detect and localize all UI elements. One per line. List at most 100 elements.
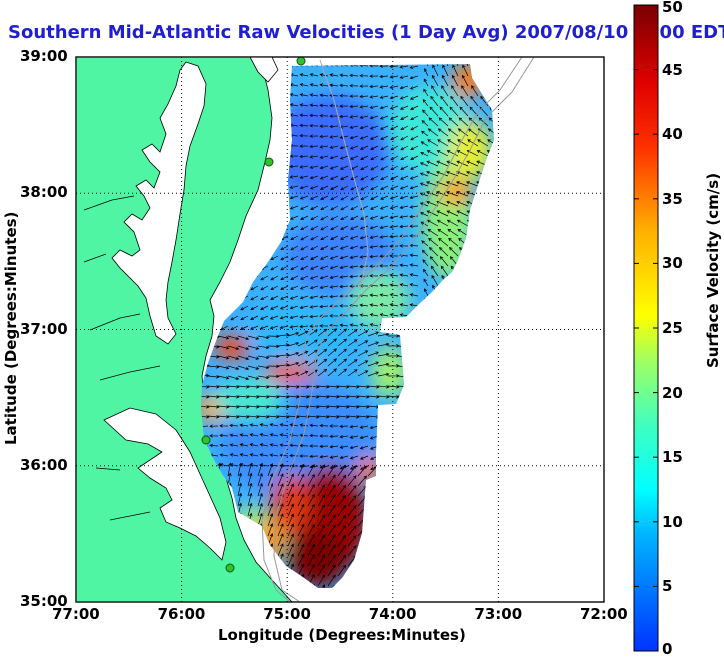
velocity-arrow <box>337 504 347 517</box>
velocity-arrow <box>399 224 409 229</box>
velocity-arrow <box>377 332 390 337</box>
velocity-arrow <box>287 553 294 567</box>
velocity-arrow <box>400 135 409 141</box>
velocity-arrow <box>319 134 329 139</box>
velocity-arrow <box>430 265 439 277</box>
velocity-arrow <box>461 74 469 87</box>
velocity-arrow <box>399 303 409 307</box>
velocity-arrow <box>289 443 299 448</box>
velocity-arrow <box>360 195 369 201</box>
velocity-arrow <box>370 165 379 171</box>
velocity-arrow <box>287 341 300 347</box>
velocity-arrow <box>337 338 348 347</box>
velocity-arrow <box>426 160 439 167</box>
velocity-arrow <box>290 245 299 251</box>
velocity-arrow <box>379 74 389 79</box>
velocity-arrow <box>317 584 326 588</box>
velocity-arrow <box>439 256 449 267</box>
velocity-arrow <box>277 483 284 497</box>
velocity-arrow <box>300 275 309 280</box>
velocity-arrow <box>257 405 270 409</box>
velocity-arrow <box>297 533 305 547</box>
velocity-arrow <box>209 443 219 448</box>
velocity-arrow <box>369 125 379 130</box>
velocity-arrow <box>327 494 336 507</box>
velocity-arrow <box>399 293 409 297</box>
velocity-arrow <box>409 85 419 90</box>
velocity-arrow <box>369 105 379 109</box>
velocity-arrow <box>219 453 229 457</box>
velocity-arrow <box>257 415 270 419</box>
velocity-arrow <box>259 453 269 457</box>
velocity-arrow <box>329 265 339 270</box>
velocity-arrow <box>399 95 409 100</box>
velocity-arrow <box>360 175 369 181</box>
velocity-arrow <box>267 473 274 487</box>
velocity-arrow <box>259 433 269 437</box>
velocity-arrow <box>329 285 339 289</box>
velocity-arrow <box>327 524 336 537</box>
station-marker <box>201 435 211 445</box>
velocity-arrow <box>359 115 369 119</box>
velocity-arrow <box>247 355 260 360</box>
velocity-arrow <box>307 369 318 377</box>
velocity-arrow <box>290 285 299 290</box>
velocity-arrow <box>389 195 399 200</box>
velocity-arrow <box>320 225 329 231</box>
velocity-arrow <box>390 175 399 180</box>
velocity-arrow <box>260 285 269 291</box>
velocity-arrow <box>320 215 329 221</box>
velocity-arrow <box>337 514 347 527</box>
velocity-arrow <box>370 145 379 150</box>
velocity-arrow <box>320 235 329 241</box>
velocity-arrow <box>422 259 429 267</box>
velocity-arrow <box>438 117 449 127</box>
velocity-arrow <box>257 512 263 527</box>
velocity-arrow <box>327 504 336 517</box>
velocity-arrow <box>270 305 279 310</box>
velocity-arrow <box>389 95 399 100</box>
velocity-arrow <box>423 88 429 97</box>
velocity-arrow <box>269 433 279 437</box>
velocity-arrow <box>329 424 338 428</box>
velocity-arrow <box>427 228 439 237</box>
velocity-arrow <box>287 361 300 367</box>
velocity-arrow <box>300 225 309 231</box>
velocity-arrow <box>337 348 348 357</box>
velocity-arrow <box>289 195 299 200</box>
velocity-arrow <box>247 502 253 517</box>
velocity-arrow <box>309 454 319 459</box>
velocity-arrow <box>459 106 469 117</box>
velocity-arrow <box>309 433 319 438</box>
velocity-arrow <box>487 128 494 137</box>
velocity-arrow <box>260 295 269 301</box>
velocity-arrow <box>432 64 439 77</box>
velocity-arrow <box>267 513 274 527</box>
colorbar-tick-label: 50 <box>662 0 683 16</box>
velocity-arrow <box>279 315 289 320</box>
velocity-arrow <box>359 445 369 450</box>
velocity-arrow <box>277 523 284 537</box>
velocity-arrow <box>349 255 359 260</box>
y-tick-label: 36:00 <box>20 455 68 474</box>
colorbar-ticks <box>634 4 658 652</box>
velocity-arrow <box>447 139 459 147</box>
velocity-arrow <box>367 385 380 389</box>
velocity-arrow <box>399 273 409 277</box>
velocity-arrow <box>247 462 253 477</box>
velocity-arrow <box>290 265 299 271</box>
velocity-arrow <box>400 165 409 170</box>
velocity-arrow <box>299 123 309 128</box>
velocity-arrow <box>237 492 243 507</box>
velocity-arrow <box>329 455 339 459</box>
velocity-arrow <box>287 513 294 527</box>
velocity-arrow <box>307 349 318 357</box>
velocity-arrow <box>257 492 263 507</box>
velocity-arrow <box>317 405 330 409</box>
velocity-arrow <box>380 135 389 140</box>
velocity-arrow <box>456 181 469 187</box>
velocity-arrow <box>309 103 319 107</box>
velocity-arrow <box>470 95 479 107</box>
